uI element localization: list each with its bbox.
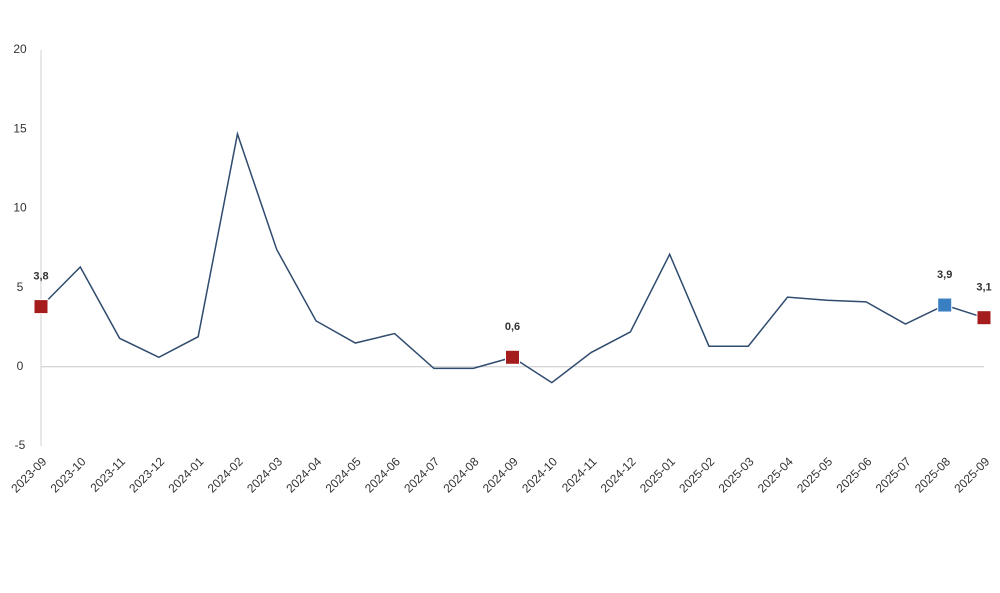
y-tick-label: 10 [13, 201, 27, 215]
x-tick-label: 2023-12 [126, 454, 167, 495]
x-tick-label: 2024-11 [559, 454, 600, 495]
x-tick-label: 2024-04 [283, 454, 324, 495]
x-tick-label: 2025-05 [794, 454, 835, 495]
y-tick-label: 0 [17, 359, 24, 373]
x-tick-label: 2024-09 [480, 454, 521, 495]
x-tick-label: 2025-02 [676, 454, 717, 495]
y-tick-label: 20 [13, 42, 27, 56]
marker [937, 297, 953, 313]
line [40, 131, 985, 384]
x-tick-label: 2025-07 [873, 454, 914, 495]
value-label: 3,1 [976, 282, 991, 294]
marker [33, 299, 49, 315]
marker [976, 310, 992, 326]
y-tick-label: 15 [13, 121, 27, 135]
x-tick-label: 2025-06 [833, 454, 874, 495]
x-tick-label: 2024-10 [519, 454, 560, 495]
x-tick-label: 2023-09 [8, 454, 49, 495]
x-tick-label: 2023-10 [48, 454, 89, 495]
x-tick-label: 2025-01 [637, 454, 678, 495]
x-tick-label: 2024-02 [205, 454, 246, 495]
value-label: 3,8 [33, 271, 48, 283]
x-tick-label: 2025-03 [716, 454, 757, 495]
value-label: 0,6 [505, 321, 520, 333]
x-tick-label: 2025-04 [755, 454, 796, 495]
marker [505, 349, 520, 365]
y-tick-label: 5 [17, 280, 24, 294]
x-tick-label: 2024-03 [244, 454, 285, 495]
x-tick-label: 2023-11 [88, 454, 129, 495]
x-tick-label: 2024-12 [598, 454, 639, 495]
x-tick-label: 2025-08 [912, 454, 953, 495]
x-tick-label: 2025-09 [951, 454, 992, 495]
x-tick-label: 2024-01 [165, 454, 206, 495]
x-tick-label: 2024-05 [323, 454, 364, 495]
y-tick-label: -5 [15, 438, 26, 452]
value-label: 3,9 [937, 269, 952, 281]
x-tick-label: 2024-06 [362, 454, 403, 495]
x-tick-label: 2024-07 [401, 454, 442, 495]
x-tick-label: 2024-08 [441, 454, 482, 495]
